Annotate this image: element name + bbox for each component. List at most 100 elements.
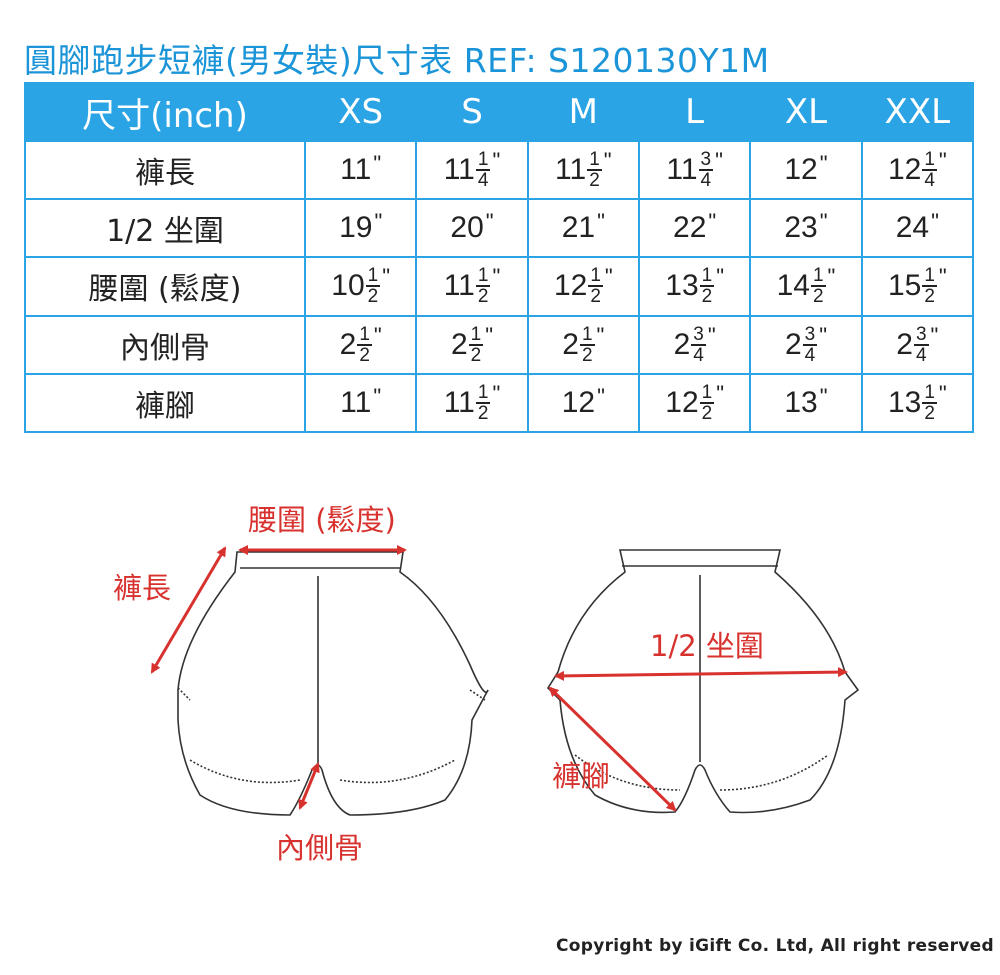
inch-mark: " [938, 380, 947, 406]
cell-l: 2 3 4 " [637, 314, 752, 375]
cell-xxl: 12 1 4 " [860, 139, 975, 201]
cell-l: 11 3 4 " [637, 139, 752, 201]
whole-value: 10 [331, 269, 365, 303]
cell-s: 2 1 2 " [415, 314, 529, 375]
whole-value: 2 [339, 327, 357, 361]
whole-value: 11 [340, 153, 372, 187]
inch-mark: " [603, 148, 612, 174]
waist-label: 腰圍 (鬆度) [248, 503, 396, 537]
table-row: 內側骨 2 1 2 " 2 1 2 " 2 1 2 " 2 3 4 " 2 3 4 " 2 3 4 " [24, 314, 975, 375]
cell-xl: 14 1 2 " [749, 256, 863, 317]
fraction-numerator: 3 [698, 149, 714, 172]
fraction-numerator: 3 [691, 323, 706, 346]
cell-xxl: 2 3 4 " [860, 314, 975, 375]
cell-xs: 2 1 2 " [303, 314, 418, 375]
header-size-label: 尺寸(inch) [24, 82, 306, 142]
cell-xs: 11 " [303, 139, 418, 201]
inch-mark: " [708, 209, 717, 235]
inch-mark: " [716, 380, 725, 406]
whole-value: 23 [784, 211, 818, 245]
inch-mark: " [715, 148, 723, 174]
fraction-denominator: 2 [581, 344, 593, 366]
whole-value: 12 [887, 153, 922, 187]
fraction-denominator: 4 [693, 344, 704, 366]
fraction-denominator: 4 [804, 344, 816, 366]
header-s: S [415, 82, 529, 142]
inch-mark: " [707, 322, 716, 348]
inch-mark: " [485, 209, 494, 235]
whole-value: 24 [895, 211, 930, 245]
whole-value: 11 [340, 385, 372, 419]
inch-mark: " [597, 209, 605, 235]
size-chart-table: 尺寸(inch) XS S M L XL XXL 褲長 11 " 11 1 4 " 11 1 2 "… [24, 82, 975, 434]
fraction-numerator: 1 [587, 149, 602, 172]
whole-value: 2 [450, 327, 468, 361]
fraction-denominator: 2 [812, 286, 824, 308]
length-label: 褲長 [113, 571, 171, 605]
cell-l: 13 1 2 " [637, 256, 752, 317]
whole-value: 21 [561, 211, 596, 245]
cell-xxl: 24 " [860, 198, 975, 259]
cell-s: 11 1 2 " [415, 372, 529, 434]
fraction-denominator: 2 [359, 344, 370, 366]
cell-m: 2 1 2 " [526, 314, 640, 375]
fraction-numerator: 1 [579, 323, 595, 346]
cell-xl: 13 " [749, 372, 863, 434]
inch-mark: " [373, 383, 382, 409]
inseam-arrow [298, 762, 320, 810]
cell-m: 11 1 2 " [526, 139, 640, 201]
inch-mark: " [938, 264, 947, 290]
cell-m: 12 " [526, 372, 640, 434]
inseam-label: 內側骨 [276, 831, 363, 865]
fraction-numerator: 1 [475, 149, 491, 172]
row-label: 1/2 坐圍 [24, 198, 306, 259]
cell-m: 21 " [526, 198, 640, 259]
inch-mark: " [716, 264, 725, 290]
whole-value: 12 [553, 269, 588, 303]
fraction-numerator: 1 [810, 265, 826, 288]
inch-mark: " [492, 380, 501, 406]
row-label: 褲腳 [24, 372, 306, 434]
whole-value: 2 [673, 327, 691, 361]
fraction-numerator: 3 [802, 323, 818, 346]
header-xs: XS [303, 82, 418, 142]
cell-s: 11 1 2 " [415, 256, 529, 317]
whole-value: 22 [673, 211, 707, 245]
fraction-denominator: 4 [477, 170, 489, 192]
fraction-numerator: 1 [922, 149, 937, 172]
whole-value: 14 [776, 269, 810, 303]
whole-value: 2 [784, 327, 802, 361]
row-label: 褲長 [24, 139, 306, 201]
inch-mark: " [930, 322, 939, 348]
inch-mark: " [374, 209, 383, 235]
whole-value: 2 [562, 327, 579, 361]
inch-mark: " [827, 264, 836, 290]
annotation-arrows [150, 545, 848, 812]
inch-mark: " [382, 264, 391, 290]
fraction-numerator: 1 [588, 265, 603, 288]
fraction-denominator: 2 [924, 286, 935, 308]
hip-label: 1/2 坐圍 [650, 629, 764, 663]
inch-mark: " [931, 209, 939, 235]
whole-value: 12 [561, 385, 596, 419]
whole-value: 12 [665, 385, 699, 419]
inch-mark: " [819, 151, 828, 177]
whole-value: 11 [443, 269, 475, 303]
inch-mark: " [597, 383, 605, 409]
inch-mark: " [492, 264, 501, 290]
table-row: 褲腳 11 " 11 1 2 " 12 " 12 1 2 " 13 " 13 1 2 " [24, 372, 975, 434]
length-arrow [150, 546, 227, 674]
table-row: 褲長 11 " 11 1 4 " 11 1 2 " 11 3 4 " 12 " 12 1 4 " [24, 139, 975, 201]
whole-value: 2 [896, 327, 913, 361]
table-row: 腰圍 (鬆度) 10 1 2 " 11 1 2 " 12 1 2 " 13 1 2 " 14 1 2 " 15 1 2 " [24, 256, 975, 317]
inch-mark: " [596, 322, 605, 348]
